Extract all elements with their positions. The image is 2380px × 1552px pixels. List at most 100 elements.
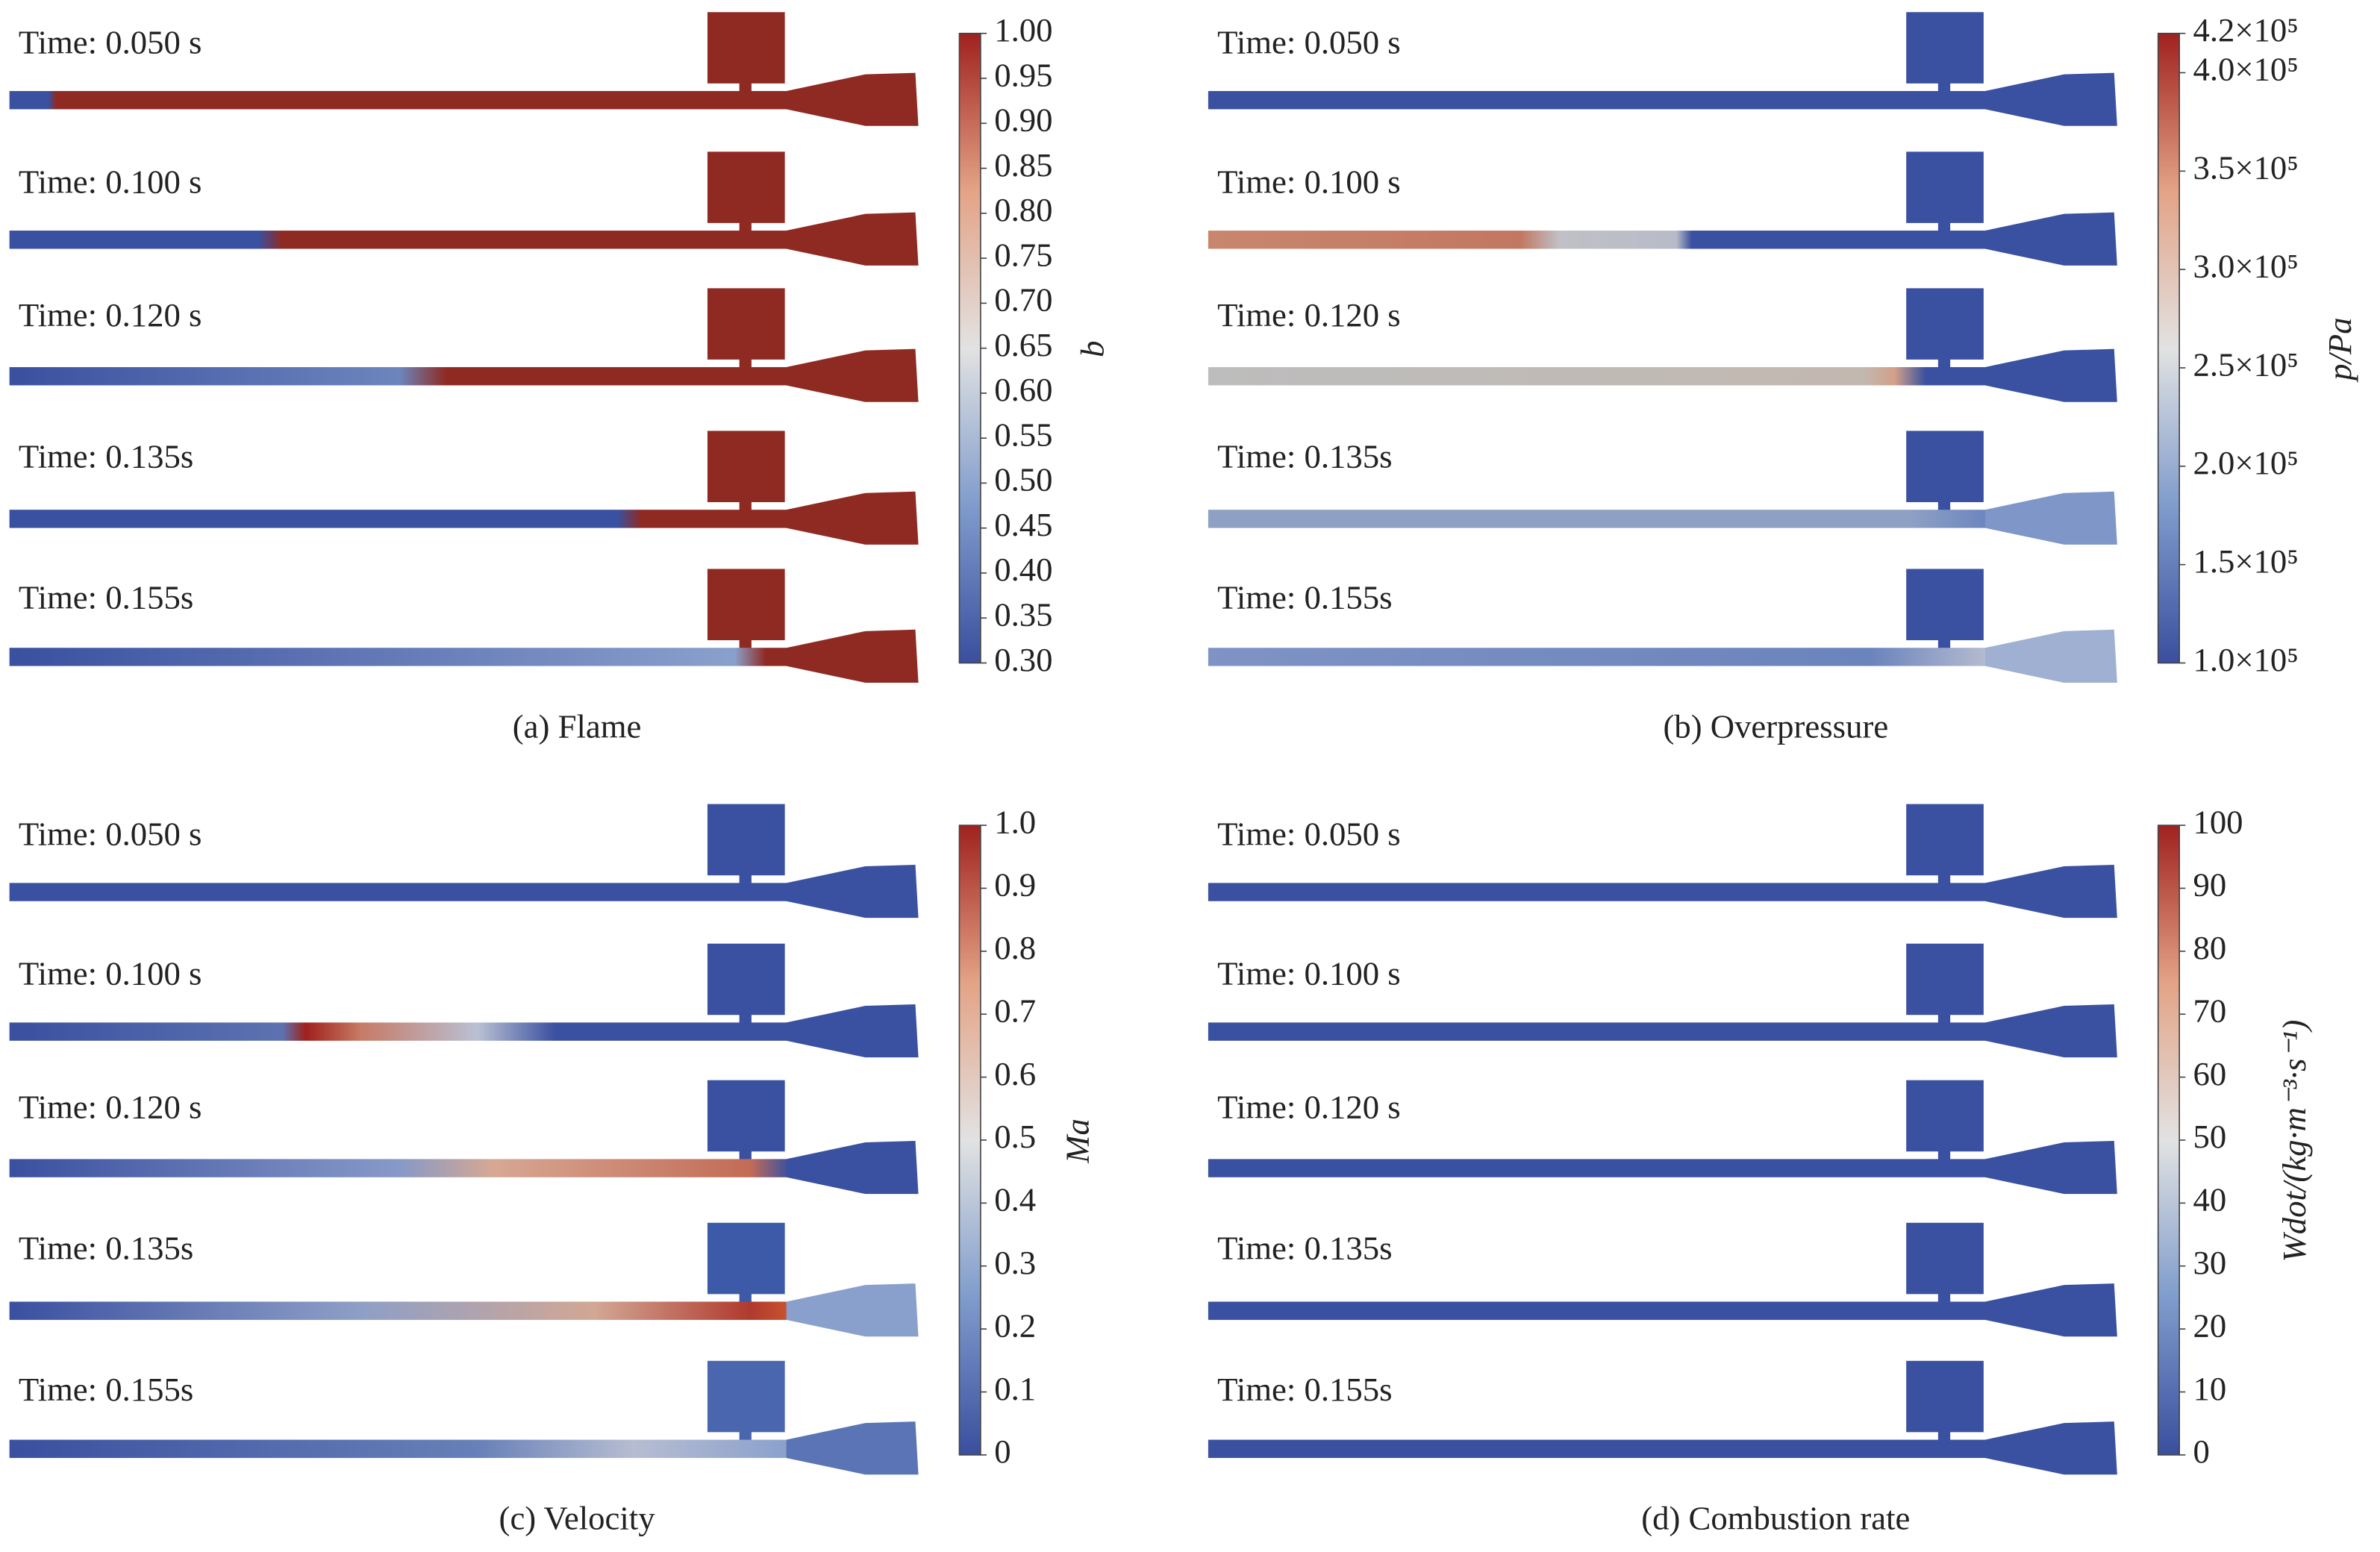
colorbar-tick-label: 0.1 [994, 1370, 1036, 1407]
nozzle [786, 212, 919, 266]
domain-box [707, 1080, 785, 1152]
nozzle [1984, 1421, 2117, 1475]
colorbar-tick-label: 0 [994, 1433, 1011, 1470]
colorbar-tick-label: 0.9 [994, 866, 1036, 904]
time-label: Time: 0.050 s [19, 816, 202, 853]
time-label: Time: 0.135s [19, 1230, 193, 1267]
nozzle [1984, 1004, 2117, 1058]
tube [1208, 1022, 1988, 1041]
time-label: Time: 0.155s [19, 1371, 193, 1408]
colorbar [2157, 32, 2180, 664]
colorbar-tick-label: 2.5×10⁵ [2193, 345, 2298, 383]
time-label: Time: 0.135s [19, 437, 193, 475]
colorbar-tick-label: 0.4 [994, 1181, 1036, 1218]
colorbar-tick-label: 3.0×10⁵ [2193, 247, 2298, 284]
domain-box [707, 288, 785, 360]
colorbar-tick-label: 1.00 [994, 11, 1052, 48]
tube [1208, 367, 1988, 386]
tube [9, 648, 790, 666]
colorbar-tick-label: 0.50 [994, 461, 1052, 498]
colorbar-tick-label: 0.40 [994, 551, 1052, 588]
time-label: Time: 0.120 s [19, 1089, 202, 1126]
colorbar-tick-label: 4.2×10⁵ [2193, 11, 2298, 48]
nozzle [786, 72, 919, 126]
colorbar-tick-label: 0 [2193, 1433, 2209, 1470]
colorbar-tick-label: 0.2 [994, 1307, 1036, 1344]
colorbar-tick-label: 0.85 [994, 146, 1052, 184]
domain-box [1906, 1360, 1984, 1433]
time-label: Time: 0.100 s [19, 163, 202, 200]
tube [1208, 1301, 1988, 1320]
nozzle [786, 1283, 919, 1337]
time-label: Time: 0.120 s [1217, 296, 1401, 334]
tube [9, 367, 790, 386]
colorbar-tick-label: 40 [2193, 1181, 2226, 1218]
tube [1208, 1439, 1988, 1458]
colorbar-tick-label: 0.6 [994, 1055, 1036, 1092]
colorbar-label: Wdot/(kg·m⁻³·s⁻¹) [2276, 1020, 2313, 1262]
colorbar [958, 32, 981, 664]
domain-box [1906, 569, 1984, 641]
tube [1208, 510, 1988, 528]
domain-box [707, 804, 785, 876]
colorbar-tick-label: 0.60 [994, 371, 1052, 408]
colorbar-tick-label: 20 [2193, 1307, 2226, 1344]
tube [1208, 231, 1988, 249]
tube [1208, 883, 1988, 901]
nozzle [1984, 1140, 2117, 1195]
colorbar-tick-label: 50 [2193, 1118, 2226, 1155]
time-label: Time: 0.050 s [19, 23, 202, 60]
domain-box [1906, 12, 1984, 84]
time-label: Time: 0.155s [19, 578, 193, 616]
nozzle [1984, 348, 2117, 402]
nozzle [786, 629, 919, 683]
domain-box [1906, 943, 1984, 1016]
colorbar [958, 824, 981, 1456]
nozzle [1984, 491, 2117, 545]
colorbar-tick-label: 1.0 [994, 803, 1036, 840]
tube [9, 231, 790, 249]
colorbar-label: Ma [1058, 1118, 1096, 1164]
domain-box [707, 569, 785, 641]
colorbar-tick-label: 0.8 [994, 929, 1036, 966]
domain-box [1906, 288, 1984, 360]
colorbar [2157, 824, 2180, 1456]
tube [9, 90, 790, 110]
time-label: Time: 0.050 s [1217, 816, 1401, 853]
colorbar-tick-label: 0.5 [994, 1118, 1036, 1155]
domain-box [707, 431, 785, 503]
time-label: Time: 0.135s [1217, 1230, 1392, 1267]
colorbar-tick-label: 0.75 [994, 236, 1052, 273]
nozzle [786, 1004, 919, 1058]
stem [739, 874, 752, 886]
colorbar-tick-label: 0.65 [994, 326, 1052, 363]
colorbar-tick-label: 0.90 [994, 101, 1052, 139]
colorbar-tick-label: 1.5×10⁵ [2193, 542, 2298, 580]
domain-box [1906, 151, 1984, 223]
colorbar-tick-label: 4.0×10⁵ [2193, 51, 2298, 88]
colorbar-tick-label: 70 [2193, 992, 2226, 1029]
colorbar-tick-label: 0.30 [994, 641, 1052, 678]
nozzle [786, 348, 919, 402]
colorbar-tick-label: 0.80 [994, 191, 1052, 228]
caption: (c) Velocity [499, 1500, 656, 1537]
time-label: Time: 0.135s [1217, 437, 1392, 475]
colorbar-tick-label: 1.0×10⁵ [2193, 641, 2298, 678]
time-label: Time: 0.155s [1217, 1371, 1392, 1408]
nozzle [786, 1140, 919, 1195]
nozzle [1984, 72, 2117, 126]
time-label: Time: 0.120 s [19, 296, 202, 334]
colorbar-tick-label: 80 [2193, 929, 2226, 966]
tube [9, 1022, 790, 1041]
nozzle [786, 491, 919, 545]
domain-box [1906, 804, 1984, 876]
colorbar-tick-label: 0.7 [994, 992, 1036, 1029]
colorbar-tick-label: 90 [2193, 866, 2226, 904]
domain-box [1906, 431, 1984, 503]
tube [1208, 1159, 1988, 1177]
colorbar-tick-label: 0.45 [994, 506, 1052, 543]
colorbar-tick-label: 0.3 [994, 1244, 1036, 1281]
tube [1208, 648, 1988, 666]
caption: (a) Flame [513, 707, 642, 745]
